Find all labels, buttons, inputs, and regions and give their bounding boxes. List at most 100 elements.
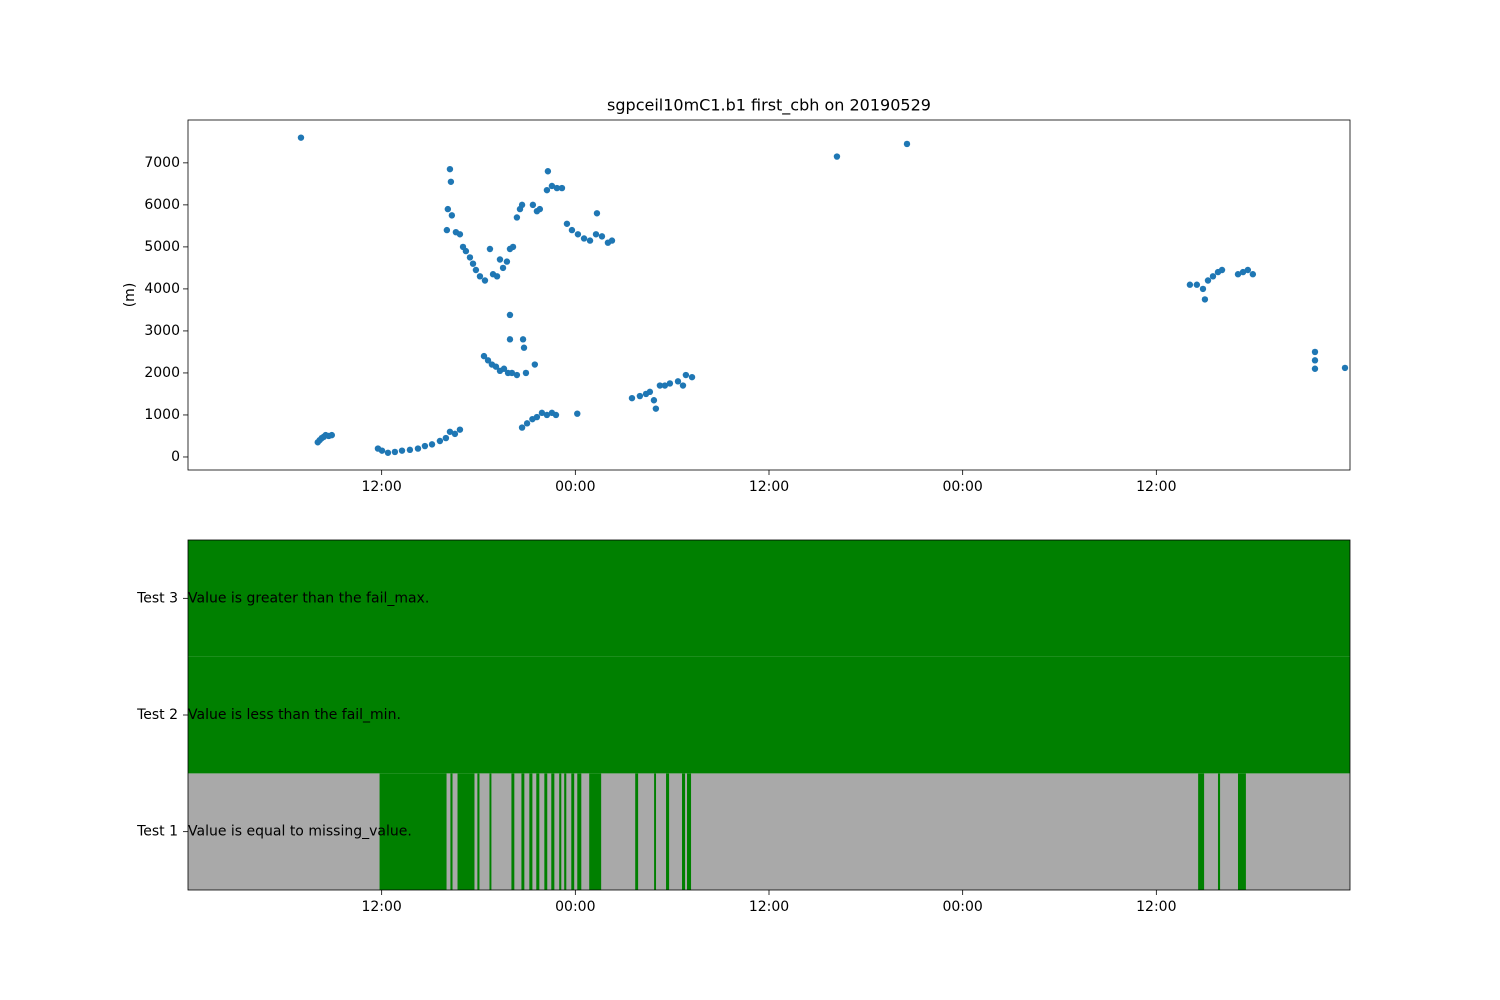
data-point [1341,364,1349,372]
data-point [1311,357,1319,364]
x-tick-label: 12:00 [749,899,789,915]
data-point [574,231,582,238]
data-point [518,201,526,209]
data-point [522,369,530,377]
data-point [509,243,517,251]
data-point [636,392,644,400]
data-point [548,182,556,190]
data-point [593,210,601,217]
data-point [421,442,429,450]
data-point [1218,266,1226,274]
data-point [506,336,514,343]
y-tick-label: Test 2 [136,707,178,723]
data-point [553,184,561,192]
data-point [508,369,516,377]
data-point [384,449,392,456]
data-point [563,220,571,227]
fail-interval [524,773,530,890]
fail-interval [638,773,655,890]
x-tick-label: 12:00 [361,479,401,495]
data-point [297,134,305,141]
fail-interval [581,773,590,890]
y-tick-label: 2000 [144,365,180,381]
fail-interval [491,773,512,890]
data-point [442,434,450,442]
data-point [536,205,544,213]
data-point [531,361,539,368]
data-point [443,226,451,234]
data-point [1186,281,1194,288]
data-point [513,214,521,221]
pass-band [188,656,1350,774]
data-point [679,382,687,389]
data-point [558,184,566,192]
fail-interval [656,773,667,890]
fail-interval [188,773,380,890]
data-point [444,205,452,213]
data-point [447,178,455,185]
data-point [650,397,658,404]
data-point [513,371,521,379]
data-point [538,409,546,417]
fail-interval [514,773,522,890]
data-point [451,430,459,438]
data-point [391,448,399,456]
data-point [462,247,470,255]
y-tick-label: 7000 [144,155,180,171]
data-point [1311,348,1319,356]
data-point [456,231,464,238]
data-point [406,446,414,454]
data-point [1311,365,1319,372]
data-point [523,420,531,427]
fail-interval [539,773,545,890]
data-point [533,413,541,421]
data-point [414,445,422,452]
y-tick-label: Test 1 [136,824,178,840]
data-point [646,388,654,396]
fail-interval [561,773,565,890]
y-axis-label: (m) [122,283,138,308]
annotation: Value is equal to missing_value. [188,824,412,840]
data-point [503,258,511,265]
data-point [1204,277,1212,284]
y-tick-label: 4000 [144,281,180,297]
data-point [598,233,606,240]
data-point [519,336,527,343]
data-point [833,153,841,160]
data-point [500,365,508,372]
fail-interval [601,773,636,890]
data-point [903,140,911,148]
data-point [481,277,489,284]
data-point [661,382,669,389]
data-point [496,256,504,263]
fail-interval [554,773,560,890]
data-point [378,447,386,454]
y-tick-label: 1000 [144,407,180,423]
data-point [328,431,335,439]
data-point [436,437,444,445]
data-point [428,441,436,448]
data-point [586,237,594,244]
data-point [656,382,664,389]
data-point [628,394,636,402]
data-point [476,273,484,280]
data-point [592,231,600,238]
data-point [484,357,492,364]
fail-interval [574,773,578,890]
x-tick-label: 12:00 [1136,899,1176,915]
data-point [1209,273,1217,280]
fail-interval [1204,773,1218,890]
data-point [456,426,464,433]
x-tick-label: 00:00 [942,899,982,915]
data-point [674,378,682,385]
fail-interval [479,773,490,890]
data-point [529,201,537,209]
data-point [469,260,477,267]
data-point [480,352,488,360]
x-tick-label: 00:00 [555,479,595,495]
y-tick-label: 5000 [144,239,180,255]
x-tick-label: 00:00 [942,479,982,495]
data-point [398,447,406,454]
data-point [1199,285,1207,293]
